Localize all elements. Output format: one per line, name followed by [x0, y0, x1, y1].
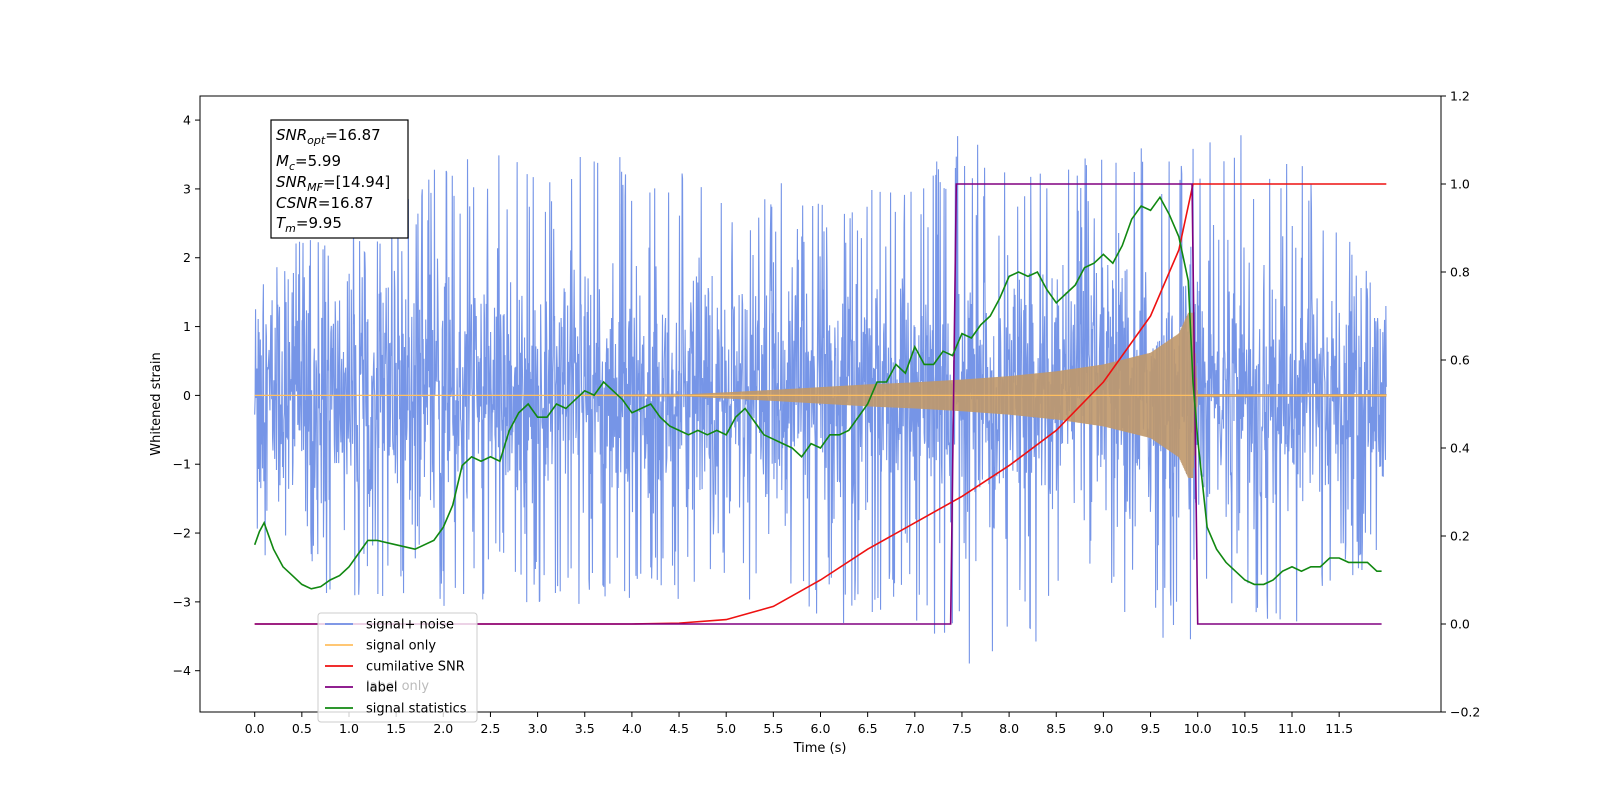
x-tick-label: 0.0 [245, 721, 265, 736]
y-axis-label: Whitened strain [149, 352, 164, 455]
annotation-snr-opt: SNRopt=16.87 [276, 126, 381, 147]
x-tick-label: 2.5 [481, 721, 501, 736]
series-label [254, 183, 1382, 625]
legend-label: label [366, 681, 397, 696]
legend-hidden-entry: label only [366, 679, 429, 694]
annotation-tm: Tm=9.95 [276, 214, 342, 235]
y2-tick-label: −0.2 [1450, 705, 1480, 720]
x-axis: 0.0 0.5 1.0 1.5 2.0 2.5 3.0 3.5 4.0 4.5 5.0 5.5 6.0 6… [245, 712, 1353, 736]
y-tick-label: −3 [173, 594, 191, 609]
x-tick-label: 10.0 [1184, 721, 1212, 736]
x-tick-label: 4.0 [622, 721, 642, 736]
legend-entries: signal+ noise signal only cumilative SNR la… [325, 618, 467, 717]
x-tick-label: 6.5 [858, 721, 878, 736]
legend-label: signal+ noise [366, 618, 454, 633]
legend: label only signal+ noise signal only cumil… [317, 612, 478, 723]
y-tick-label: 0 [183, 388, 191, 403]
annotation-mc: Mc=5.99 [276, 152, 341, 173]
series-signal-only [254, 312, 1387, 478]
x-tick-label: 3.0 [528, 721, 548, 736]
y2-tick-label: 0.6 [1450, 353, 1470, 368]
x-tick-label: 5.0 [716, 721, 736, 736]
y-tick-label: −4 [173, 663, 191, 678]
series-signal-statistics [253, 195, 1382, 590]
x-tick-label: 0.5 [292, 721, 312, 736]
y-tick-label: 4 [183, 113, 191, 128]
y-tick-label: 2 [183, 250, 191, 265]
x-tick-label: 9.0 [1093, 721, 1113, 736]
x-tick-label: 2.0 [433, 721, 453, 736]
y2-tick-label: 0.4 [1450, 441, 1470, 456]
annotation-snr-mf: SNRMF=[14.94] [276, 173, 390, 194]
x-tick-label: 6.0 [811, 721, 831, 736]
x-tick-label: 5.5 [763, 721, 783, 736]
noise-trace [254, 135, 1387, 664]
y2-tick-label: 0.8 [1450, 265, 1470, 280]
stats-annotation: SNRopt=16.87 Mc=5.99 SNRMF=[14.94] CSNR=… [270, 119, 409, 239]
legend-label: signal statistics [366, 702, 467, 717]
x-tick-label: 8.0 [999, 721, 1019, 736]
y-axis-left: −4 −3 −2 −1 0 1 2 3 4 [173, 113, 200, 678]
legend-label: signal only [366, 639, 436, 654]
y2-tick-label: 0.0 [1450, 617, 1470, 632]
y2-tick-label: 1.0 [1450, 177, 1470, 192]
x-tick-label: 10.5 [1231, 721, 1259, 736]
x-tick-label: 11.5 [1325, 721, 1353, 736]
series-cumulative-snr [254, 183, 1387, 625]
x-axis-label: Time (s) [793, 741, 847, 756]
y-tick-label: 3 [183, 181, 191, 196]
series-signal-plus-noise [254, 135, 1387, 664]
x-tick-label: 7.5 [952, 721, 972, 736]
y-tick-label: −1 [173, 457, 191, 472]
x-tick-label: 11.0 [1278, 721, 1306, 736]
x-tick-label: 1.5 [386, 721, 406, 736]
x-tick-label: 3.5 [575, 721, 595, 736]
y-tick-label: 1 [183, 319, 191, 334]
y2-tick-label: 0.2 [1450, 529, 1470, 544]
annotation-frame [270, 119, 409, 239]
plot-area [253, 135, 1387, 664]
annotation-csnr: CSNR=16.87 [276, 194, 373, 212]
y-tick-label: −2 [173, 526, 191, 541]
y-axis-right: −0.2 0.0 0.2 0.4 0.6 0.8 1.0 1.2 [1441, 89, 1480, 720]
x-tick-label: 9.5 [1141, 721, 1161, 736]
x-tick-label: 1.0 [339, 721, 359, 736]
x-tick-label: 8.5 [1046, 721, 1066, 736]
y2-tick-label: 1.2 [1450, 89, 1470, 104]
x-tick-label: 4.5 [669, 721, 689, 736]
x-tick-label: 7.0 [905, 721, 925, 736]
legend-label: cumilative SNR [366, 660, 465, 675]
legend-frame [317, 612, 478, 723]
